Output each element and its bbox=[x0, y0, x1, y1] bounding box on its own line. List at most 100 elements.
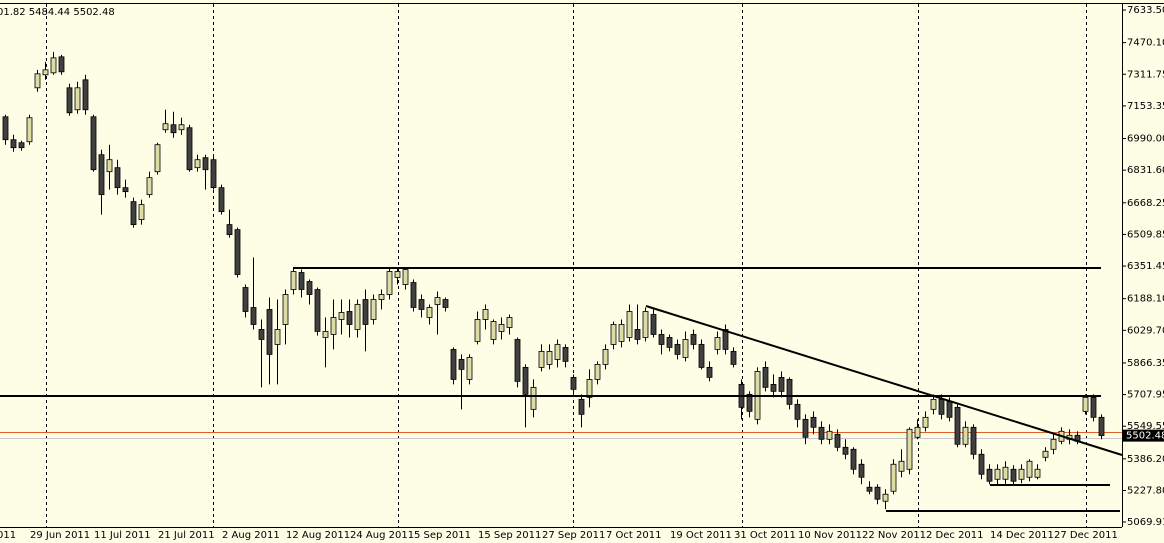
candle-body bbox=[602, 349, 609, 365]
candle-body bbox=[890, 463, 897, 492]
candle-body bbox=[490, 321, 497, 340]
candle-body bbox=[586, 378, 593, 398]
candle-body bbox=[970, 426, 977, 455]
candle-body bbox=[914, 426, 921, 438]
current-price-label: 5502.48 bbox=[1126, 431, 1164, 442]
candle-body bbox=[1050, 438, 1057, 450]
candle-body bbox=[938, 398, 945, 415]
candle-body bbox=[218, 187, 225, 213]
candle-body bbox=[250, 307, 257, 325]
candle-body bbox=[178, 124, 185, 131]
x-tick-label: 27 Sep 2011 bbox=[542, 530, 605, 541]
candle-body bbox=[730, 351, 737, 365]
candle-body bbox=[626, 311, 633, 338]
candle-body bbox=[658, 334, 665, 345]
candle-body bbox=[50, 57, 57, 74]
candle-body bbox=[274, 329, 281, 345]
trend-lines bbox=[0, 267, 1123, 512]
candle-body bbox=[850, 448, 857, 470]
x-tick-label: 5 Sep 2011 bbox=[414, 530, 471, 541]
candle-body bbox=[634, 329, 641, 340]
candle-body bbox=[10, 139, 17, 149]
x-tick-label: 29 Jun 2011 bbox=[30, 530, 90, 541]
y-tick-label: 6188.10 bbox=[1127, 294, 1164, 305]
candle-body bbox=[474, 319, 481, 342]
candle-body bbox=[962, 426, 969, 445]
y-tick-label: 6990.00 bbox=[1127, 134, 1164, 145]
candle-body bbox=[258, 329, 265, 340]
candle-body bbox=[1098, 416, 1105, 437]
x-tick-label: 21 Jul 2011 bbox=[158, 530, 215, 541]
candle-body bbox=[98, 154, 105, 196]
candle-body bbox=[1010, 468, 1017, 482]
candle-body bbox=[410, 282, 417, 308]
y-tick-label: 5866.35 bbox=[1127, 358, 1164, 369]
candle-body bbox=[186, 127, 193, 171]
candle-body bbox=[554, 344, 561, 360]
x-tick-label: 31 Oct 2011 bbox=[734, 530, 796, 541]
x-tick-label: 27 Dec 2011 bbox=[1054, 530, 1118, 541]
price-axis-background bbox=[1122, 4, 1164, 543]
candle-body bbox=[362, 299, 369, 325]
candle-body bbox=[242, 287, 249, 312]
candle-body bbox=[314, 289, 321, 332]
candle-body bbox=[234, 229, 241, 275]
candle-body bbox=[506, 317, 513, 328]
x-tick-label: 11 Jul 2011 bbox=[94, 530, 151, 541]
x-tick-label: 15 Sep 2011 bbox=[478, 530, 541, 541]
y-tick-label: 6831.60 bbox=[1127, 165, 1164, 176]
trend-line bbox=[645, 305, 1123, 456]
candle-body bbox=[18, 142, 25, 149]
candle-body bbox=[706, 367, 713, 378]
candle-body bbox=[786, 378, 793, 405]
candle-body bbox=[562, 347, 569, 362]
candle-body bbox=[426, 307, 433, 318]
y-tick-label: 7633.50 bbox=[1127, 5, 1164, 16]
candle-body bbox=[394, 271, 401, 278]
candle-body bbox=[522, 367, 529, 395]
candle-body bbox=[530, 386, 537, 410]
candle-body bbox=[946, 400, 953, 418]
candle-body bbox=[882, 493, 889, 502]
candle-body bbox=[306, 281, 313, 295]
candles bbox=[2, 51, 1105, 510]
candle-body bbox=[1026, 460, 1033, 478]
candle-body bbox=[746, 393, 753, 412]
candle-body bbox=[210, 159, 217, 189]
candle-body bbox=[346, 311, 353, 325]
candle-body bbox=[778, 376, 785, 392]
current-price-box bbox=[1123, 429, 1164, 442]
candle-body bbox=[698, 344, 705, 368]
candle-body bbox=[282, 294, 289, 325]
candle-body bbox=[458, 359, 465, 370]
candle-body bbox=[482, 309, 489, 320]
candle-body bbox=[498, 324, 505, 332]
candle-body bbox=[1042, 450, 1049, 458]
candle-body bbox=[466, 357, 473, 380]
candle-body bbox=[874, 486, 881, 500]
y-tick-label: 5386.20 bbox=[1127, 454, 1164, 465]
y-tick-label: 6351.45 bbox=[1127, 261, 1164, 272]
candle-body bbox=[866, 486, 873, 492]
candle-body bbox=[642, 311, 649, 338]
x-tick-label: 22 Nov 2011 bbox=[862, 530, 926, 541]
candle-body bbox=[434, 297, 441, 305]
candle-body bbox=[170, 124, 177, 134]
candle-body bbox=[810, 416, 817, 428]
candle-body bbox=[138, 204, 145, 221]
candle-body bbox=[202, 157, 209, 171]
candle-body bbox=[762, 367, 769, 388]
candle-body bbox=[1034, 468, 1041, 478]
candle-body bbox=[986, 468, 993, 482]
candle-body bbox=[330, 317, 337, 335]
candle-body bbox=[378, 294, 385, 300]
x-tick-label: 24 Aug 2011 bbox=[350, 530, 414, 541]
axis: 29 Jun 2011 11 Jul 2011 21 Jul 2011 2 Aug 2… bbox=[30, 5, 1164, 541]
candle-body bbox=[930, 398, 937, 410]
y-tick-label: 5549.55 bbox=[1127, 421, 1164, 432]
candle-body bbox=[690, 334, 697, 345]
y-tick-label: 6668.25 bbox=[1127, 198, 1164, 209]
y-tick-label: 6029.70 bbox=[1127, 325, 1164, 336]
candle-body bbox=[722, 329, 729, 350]
